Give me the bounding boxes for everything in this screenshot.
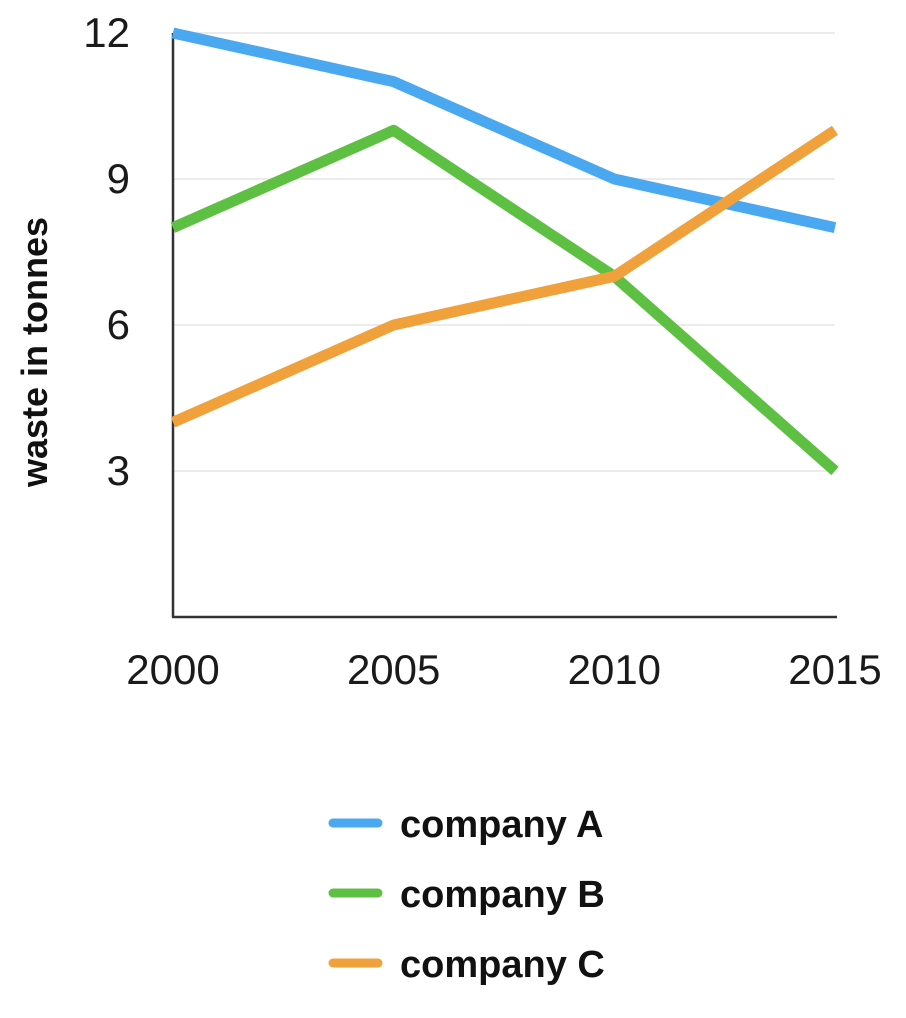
y-tick-label: 12 <box>83 9 130 56</box>
x-tick-label: 2015 <box>788 646 881 693</box>
x-tick-labels: 2000 2005 2010 2015 <box>126 646 881 693</box>
legend-label: company C <box>400 944 605 986</box>
legend-label: company A <box>400 804 603 846</box>
legend-item: company C <box>333 944 605 986</box>
legend-item: company A <box>333 804 603 846</box>
y-tick-label: 3 <box>107 447 130 494</box>
x-tick-label: 2010 <box>568 646 661 693</box>
y-tick-label: 9 <box>107 155 130 202</box>
x-tick-label: 2000 <box>126 646 219 693</box>
y-axis-title: waste in tonnes <box>14 217 55 488</box>
legend: company A company B company C <box>333 804 605 986</box>
gridlines <box>173 33 835 471</box>
legend-item: company B <box>333 874 605 916</box>
y-tick-label: 6 <box>107 301 130 348</box>
x-tick-label: 2005 <box>347 646 440 693</box>
legend-label: company B <box>400 874 605 916</box>
y-tick-labels: 3 6 9 12 <box>83 9 130 494</box>
series-lines <box>173 33 835 471</box>
